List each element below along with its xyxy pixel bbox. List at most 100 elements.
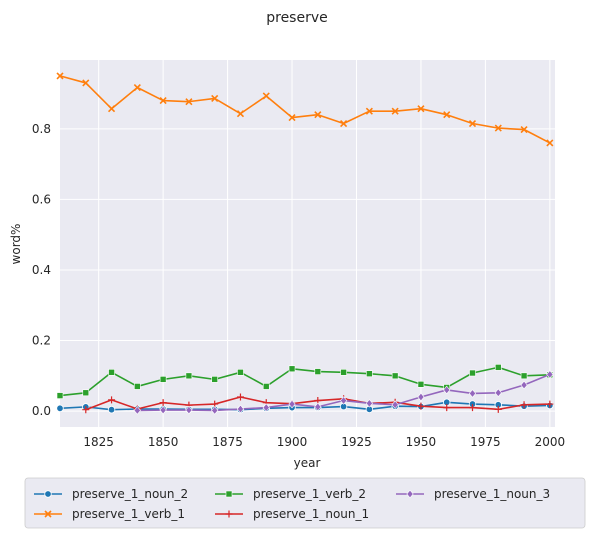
data-point [494,388,502,398]
data-point [443,111,451,119]
data-point [469,369,476,377]
series-line [59,401,550,411]
y-tick-label: 0.4 [32,263,51,277]
data-point [494,405,502,413]
data-point [443,385,451,395]
x-tick-label: 1950 [406,435,437,449]
data-point [236,393,244,401]
y-tick-label: 0.0 [32,404,51,418]
data-point [443,404,451,412]
data-point [520,372,528,380]
data-point [56,392,64,399]
data-point [391,372,399,380]
data-point [314,402,322,412]
x-tick-label: 2000 [535,435,566,449]
legend-marker [44,490,52,498]
data-point [185,372,193,380]
data-point [417,381,425,388]
data-point [56,404,64,412]
data-point [288,113,296,122]
legend-label: preserve_1_noun_2 [72,487,188,501]
data-point [108,396,116,404]
legend-label: preserve_1_verb_1 [72,507,185,521]
data-point [391,107,399,115]
data-point [340,369,347,376]
legend-label: preserve_1_verb_2 [253,487,366,501]
plot-area [60,60,555,427]
data-point [417,105,425,113]
data-point [340,119,348,128]
data-point [108,369,115,376]
legend-marker [225,490,233,498]
legend-label: preserve_1_noun_3 [434,487,550,501]
x-tick-label: 1825 [83,435,114,449]
legend-label: preserve_1_noun_1 [253,507,369,521]
data-point [340,396,348,405]
y-tick-label: 0.6 [32,192,51,206]
data-point [314,111,322,119]
data-point [520,401,528,409]
x-tick-label: 1975 [470,435,501,449]
y-tick-label: 0.8 [32,122,51,136]
data-point [468,119,477,128]
data-point [237,369,244,376]
y-axis-label: word% [9,224,23,265]
data-point [262,403,270,412]
data-point [211,376,218,383]
series-line [59,366,550,397]
data-point [520,380,528,390]
data-point [82,79,90,87]
x-tick-label: 1850 [148,435,179,449]
legend: preserve_1_noun_2 preserve_1_verb_1 preser… [24,477,586,529]
data-point [365,107,373,115]
legend-marker [44,510,52,518]
data-point [546,139,554,147]
data-point [391,400,399,410]
data-point [133,406,141,415]
data-point [185,98,193,106]
series-line [59,75,551,144]
data-point [159,97,167,105]
data-point [366,370,373,378]
legend-item: preserve_1_noun_1 [215,507,369,521]
data-point [468,389,477,398]
data-point [288,399,296,409]
data-point [159,405,167,415]
series-preserve_1_verb_1 [56,72,554,147]
data-point [56,72,64,80]
data-point [546,400,554,408]
data-point [236,110,245,118]
data-point [365,399,373,408]
x-tick-label: 1900 [277,435,308,449]
data-point [417,402,425,410]
data-point [107,105,116,113]
data-point [211,94,219,103]
series-preserve_1_noun_3 [133,370,554,415]
data-point [159,376,167,383]
series-layer [56,72,554,415]
legend-item: preserve_1_verb_2 [215,487,366,501]
legend-item: preserve_1_verb_1 [34,507,185,521]
data-point [520,125,528,134]
y-tick-label: 0.2 [32,334,51,348]
chart-title: preserve [266,10,328,26]
legend-item: preserve_1_noun_2 [34,487,188,501]
data-point [82,406,90,414]
data-point [494,364,502,371]
data-point [262,383,270,390]
x-axis-ticks: 1825 1850 1875 1900 1925 1950 1975 2000 [83,435,565,449]
legend-frame [24,477,586,529]
data-point [469,404,476,412]
data-point [185,405,193,415]
data-point [314,368,322,375]
data-point [211,406,219,415]
data-point [494,124,502,132]
x-tick-label: 1925 [341,435,372,449]
data-point [107,406,116,414]
y-axis-ticks: 0.0 0.2 0.4 0.6 0.8 [32,122,51,418]
x-axis-label: year [294,456,321,470]
data-point [159,399,167,407]
data-point [546,370,554,379]
data-point [236,404,245,414]
